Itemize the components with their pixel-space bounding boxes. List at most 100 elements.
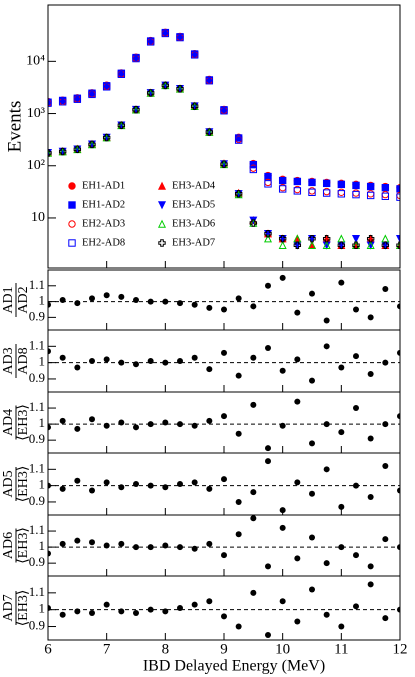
x-tick-label: 7: [103, 641, 111, 657]
point: [367, 371, 374, 378]
point: [278, 235, 287, 243]
point: [278, 185, 287, 193]
point: [309, 290, 315, 297]
point: [235, 623, 242, 630]
point: [249, 219, 258, 227]
point: [59, 354, 66, 361]
legend-label: EH2-AD8: [82, 237, 125, 248]
point: [309, 377, 315, 384]
point: [103, 479, 110, 486]
point: [265, 458, 271, 465]
point: [162, 484, 169, 491]
y-tick-label: 1.1: [29, 337, 45, 352]
point: [367, 435, 374, 442]
plot-area: [48, 458, 400, 514]
point: [221, 613, 227, 620]
point: [308, 178, 316, 187]
point: [338, 544, 345, 551]
point: [74, 425, 81, 432]
point: [366, 182, 375, 191]
point: [264, 180, 272, 188]
frame: [47, 391, 401, 454]
point: [293, 241, 302, 250]
point: [396, 241, 400, 249]
point: [205, 128, 214, 136]
x-axis-title: IBD Delayed Energy (MeV): [143, 658, 325, 675]
point: [191, 354, 198, 361]
point: [132, 105, 140, 114]
point: [323, 343, 330, 350]
legend-marker: [157, 201, 167, 210]
point: [103, 542, 110, 549]
point: [381, 183, 390, 192]
point: [397, 303, 400, 310]
point: [206, 485, 213, 492]
point: [265, 563, 271, 570]
point: [367, 314, 374, 321]
point: [395, 235, 400, 244]
point: [146, 89, 155, 97]
point: [279, 422, 286, 429]
y-tick-label: 0.9: [29, 493, 45, 508]
point: [48, 348, 51, 355]
point: [48, 550, 51, 557]
y-tick-label: 1: [39, 293, 46, 308]
point: [322, 235, 331, 243]
point: [382, 359, 389, 366]
point: [177, 544, 183, 551]
point: [89, 295, 95, 302]
point: [206, 366, 213, 373]
y-axis-title: AD6 ⟨EH3⟩: [1, 527, 31, 564]
y-tick-label: 1: [39, 477, 46, 492]
point: [250, 515, 257, 522]
point: [323, 317, 330, 324]
point: [352, 189, 360, 197]
point: [366, 235, 375, 243]
point: [89, 539, 95, 546]
point: [147, 421, 154, 428]
y-axis-denominator: AD8: [16, 347, 31, 374]
point: [74, 364, 81, 371]
point: [250, 401, 257, 408]
point: [338, 623, 345, 630]
y-tick-label: 1.1: [29, 522, 45, 537]
point: [322, 187, 331, 196]
point: [294, 309, 301, 316]
point: [351, 235, 361, 244]
y-tick-label: 10³: [27, 106, 45, 121]
point: [294, 555, 301, 562]
plot-area: [48, 274, 400, 324]
point: [59, 611, 66, 618]
point: [117, 70, 126, 78]
point: [59, 540, 66, 547]
point: [206, 598, 213, 605]
point: [89, 487, 95, 494]
point: [338, 279, 345, 286]
point: [162, 419, 169, 426]
y-axis-denominator: ⟨EH3⟩: [16, 527, 31, 564]
point: [381, 241, 390, 249]
y-tick-label: 0.9: [29, 618, 45, 633]
point: [352, 181, 360, 190]
point: [293, 177, 302, 186]
y-tick-label: 1: [39, 354, 46, 369]
point: [58, 98, 67, 106]
point: [352, 190, 360, 199]
y-axis-denominator: ⟨EH3⟩: [16, 404, 31, 441]
point: [206, 417, 213, 424]
point: [103, 356, 110, 363]
point: [59, 417, 66, 424]
point: [190, 102, 199, 110]
point: [74, 477, 81, 484]
point: [89, 416, 95, 423]
point: [367, 581, 374, 588]
point: [190, 51, 199, 59]
legend-marker: [158, 239, 166, 247]
point: [177, 421, 183, 428]
point: [191, 601, 198, 608]
y-axis-denominator: AD2: [16, 286, 31, 313]
point: [161, 29, 170, 38]
point: [323, 611, 330, 618]
point: [250, 303, 257, 310]
point: [250, 489, 257, 496]
